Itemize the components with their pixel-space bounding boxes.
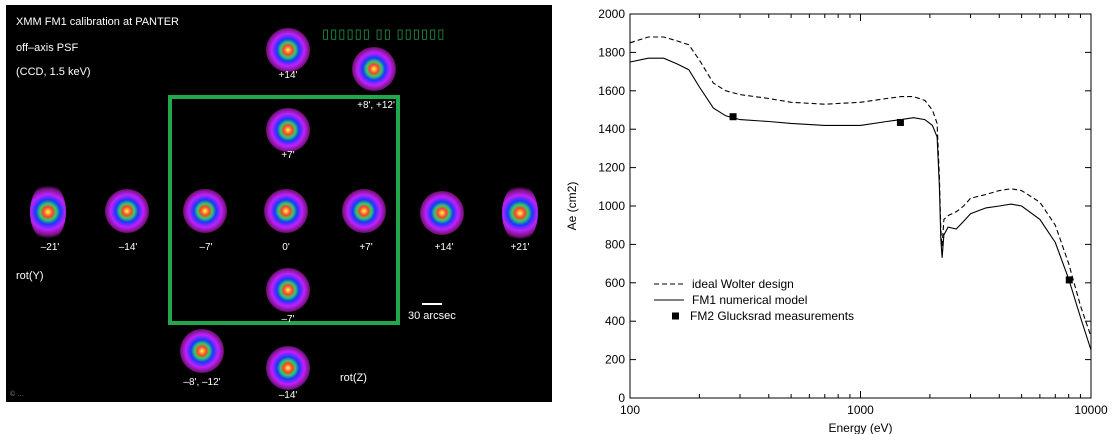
psf-spot-rot-z-plus-7: [266, 108, 310, 152]
psf-spot-rot-y-minus-14: [105, 189, 149, 233]
y-tick-label: 1800: [598, 45, 625, 59]
effective-area-chart: 0 200 400 600 800 1000 1200 1400 1600 1800 2000 100…: [565, 7, 1108, 434]
psf-spot-center: [264, 189, 308, 233]
psf-spot-rot-y-plus-14: [420, 191, 464, 235]
psf-spot-rot-y-minus-7: [183, 189, 227, 233]
legend-label: ideal Wolter design: [692, 277, 794, 291]
scale-bar-label: 30 arcsec: [408, 310, 456, 322]
y-tick-label: 1200: [598, 161, 625, 175]
measurement-point: [896, 118, 904, 126]
spot-label-plus-7: +7': [359, 242, 373, 253]
spot-label-diag-minus: –8', –12': [183, 377, 221, 388]
legend-marker: [672, 312, 679, 320]
y-tick-label: 800: [605, 237, 625, 251]
legend-label: FM2 Glucksrad measurements: [690, 309, 854, 323]
spot-label-plus-21: +21': [510, 242, 530, 253]
spot-label-z-plus-14: +14': [278, 70, 298, 81]
x-tick-label: 10000: [1074, 403, 1108, 417]
central-field-box: [168, 95, 400, 325]
measurement-point: [729, 113, 737, 121]
scale-bar: [422, 303, 442, 305]
y-tick-label: 1000: [598, 199, 625, 213]
spot-label-z-plus-7: +7': [281, 150, 295, 161]
psf-title-line-2: off–axis PSF: [16, 42, 79, 54]
spot-label-z-minus-7: –7': [281, 314, 295, 325]
image-footer: © …: [10, 391, 25, 398]
y-tick-label: 400: [605, 314, 625, 328]
y-tick-label: 1400: [598, 122, 625, 136]
psf-spot-rot-z-minus-14: [266, 346, 310, 390]
psf-title-line-1: XMM FM1 calibration at PANTER: [16, 16, 180, 28]
y-tick-label: 2000: [598, 7, 625, 21]
y-tick-label: 0: [618, 391, 625, 405]
psf-spot-rot-y-plus-7: [342, 189, 386, 233]
y-axis-label: Ae (cm2): [565, 182, 579, 231]
y-tick-label: 200: [605, 353, 625, 367]
rot-y-label: rot(Y): [16, 270, 44, 282]
spot-label-minus-14: –14': [118, 242, 138, 253]
x-tick-label: 1000: [847, 403, 874, 417]
fm1-model-line: [629, 57, 1092, 351]
psf-spot-diag-minus: [180, 329, 224, 373]
ideal-wolter-line: [629, 36, 1092, 337]
measurement-point: [1065, 276, 1073, 284]
spot-label-z-minus-14: –14': [278, 390, 298, 401]
psf-spot-diag-plus: [352, 47, 396, 91]
psf-image-panel: XMM FM1 calibration at PANTER off–axis P…: [6, 5, 552, 402]
psf-spot-rot-z-plus-14: [266, 28, 310, 72]
spot-label-zero: 0': [282, 242, 290, 253]
legend-label: FM1 numerical model: [692, 293, 807, 307]
y-tick-label: 1600: [598, 84, 625, 98]
rot-z-label: rot(Z): [340, 372, 367, 384]
y-tick-label: 600: [605, 276, 625, 290]
spot-label-plus-14: +14': [434, 242, 454, 253]
x-axis-label: Energy (eV): [828, 421, 892, 434]
psf-spot-rot-y-plus-21: [502, 184, 538, 242]
psf-caption: ▯▯▯▯▯▯ ▯▯ ▯▯▯▯▯▯: [322, 26, 446, 41]
psf-title-line-3: (CCD, 1.5 keV): [16, 66, 91, 78]
x-tick-label: 100: [620, 403, 640, 417]
spot-label-diag-plus: +8', +12': [357, 100, 395, 111]
psf-spot-rot-y-minus-21: [30, 183, 66, 241]
spot-label-minus-7: –7': [199, 242, 213, 253]
psf-spot-rot-z-minus-7: [266, 268, 310, 312]
spot-label-minus-21: –21': [40, 242, 60, 253]
